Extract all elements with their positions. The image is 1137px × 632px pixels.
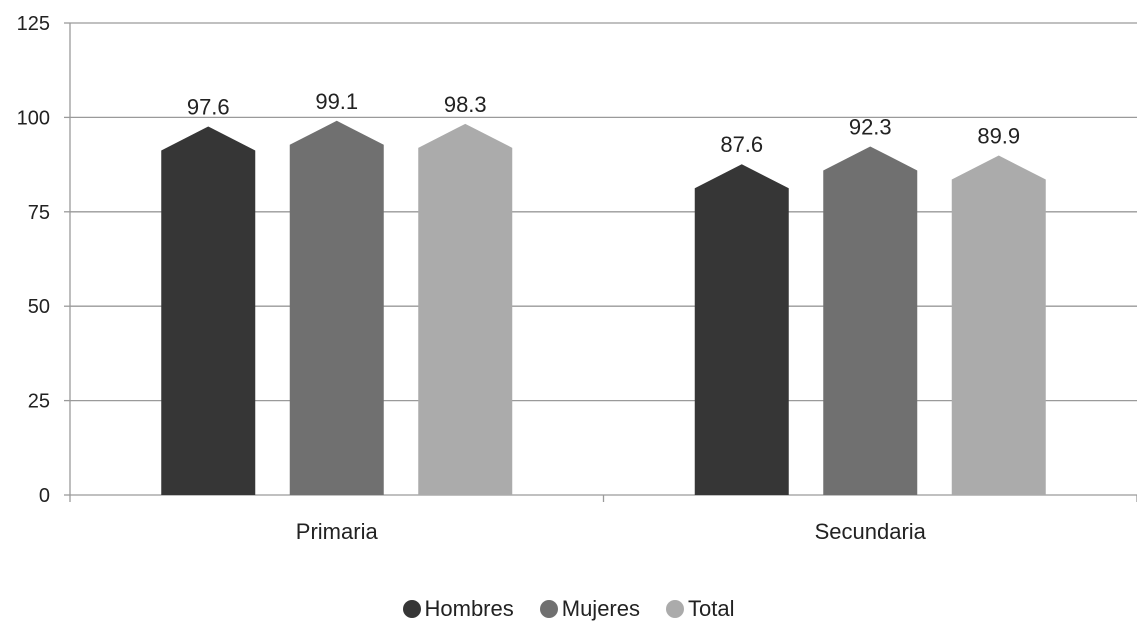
y-axis: 0 25 50 75 100 125 <box>17 13 71 507</box>
bar-chart: 0 25 50 75 100 125 Primaria Secundaria 97.6 99.… <box>17 13 1137 544</box>
y-tick-label: 25 <box>28 391 50 413</box>
legend-swatch <box>539 600 558 618</box>
data-label: 92.3 <box>849 114 892 139</box>
legend-label: Mujeres <box>561 596 640 621</box>
bar-hombres-secundaria <box>694 164 789 495</box>
legend-swatch <box>666 600 684 618</box>
legend: Hombres Mujeres Total <box>0 596 1137 622</box>
data-label: 87.6 <box>720 132 763 157</box>
legend-label: Total <box>688 596 735 621</box>
data-label: 89.9 <box>977 124 1020 149</box>
bar-mujeres-secundaria <box>823 146 918 495</box>
legend-item: Total <box>666 596 734 622</box>
legend-swatch <box>402 600 421 618</box>
bar-mujeres-primaria <box>289 120 384 495</box>
x-category-label: Primaria <box>296 519 379 544</box>
data-label: 97.6 <box>187 94 230 119</box>
x-axis: Primaria Secundaria <box>69 495 1137 544</box>
y-tick-label: 50 <box>28 296 50 318</box>
x-category-label: Secundaria <box>815 519 927 544</box>
data-labels: 97.6 99.1 98.3 87.6 92.3 89.9 <box>187 89 1020 157</box>
bar-total-primaria <box>418 123 513 495</box>
data-label: 98.3 <box>444 92 487 117</box>
bar-hombres-primaria <box>161 126 256 495</box>
legend-label: Hombres <box>424 596 514 621</box>
legend-item: Mujeres <box>539 596 640 622</box>
y-tick-label: 125 <box>17 13 50 35</box>
y-tick-label: 75 <box>28 202 50 224</box>
legend-item: Hombres <box>402 596 514 622</box>
bar-total-secundaria <box>951 155 1046 495</box>
bars <box>161 120 1046 495</box>
y-tick-label: 0 <box>39 485 50 507</box>
data-label: 99.1 <box>315 89 358 114</box>
y-tick-label: 100 <box>17 107 50 129</box>
